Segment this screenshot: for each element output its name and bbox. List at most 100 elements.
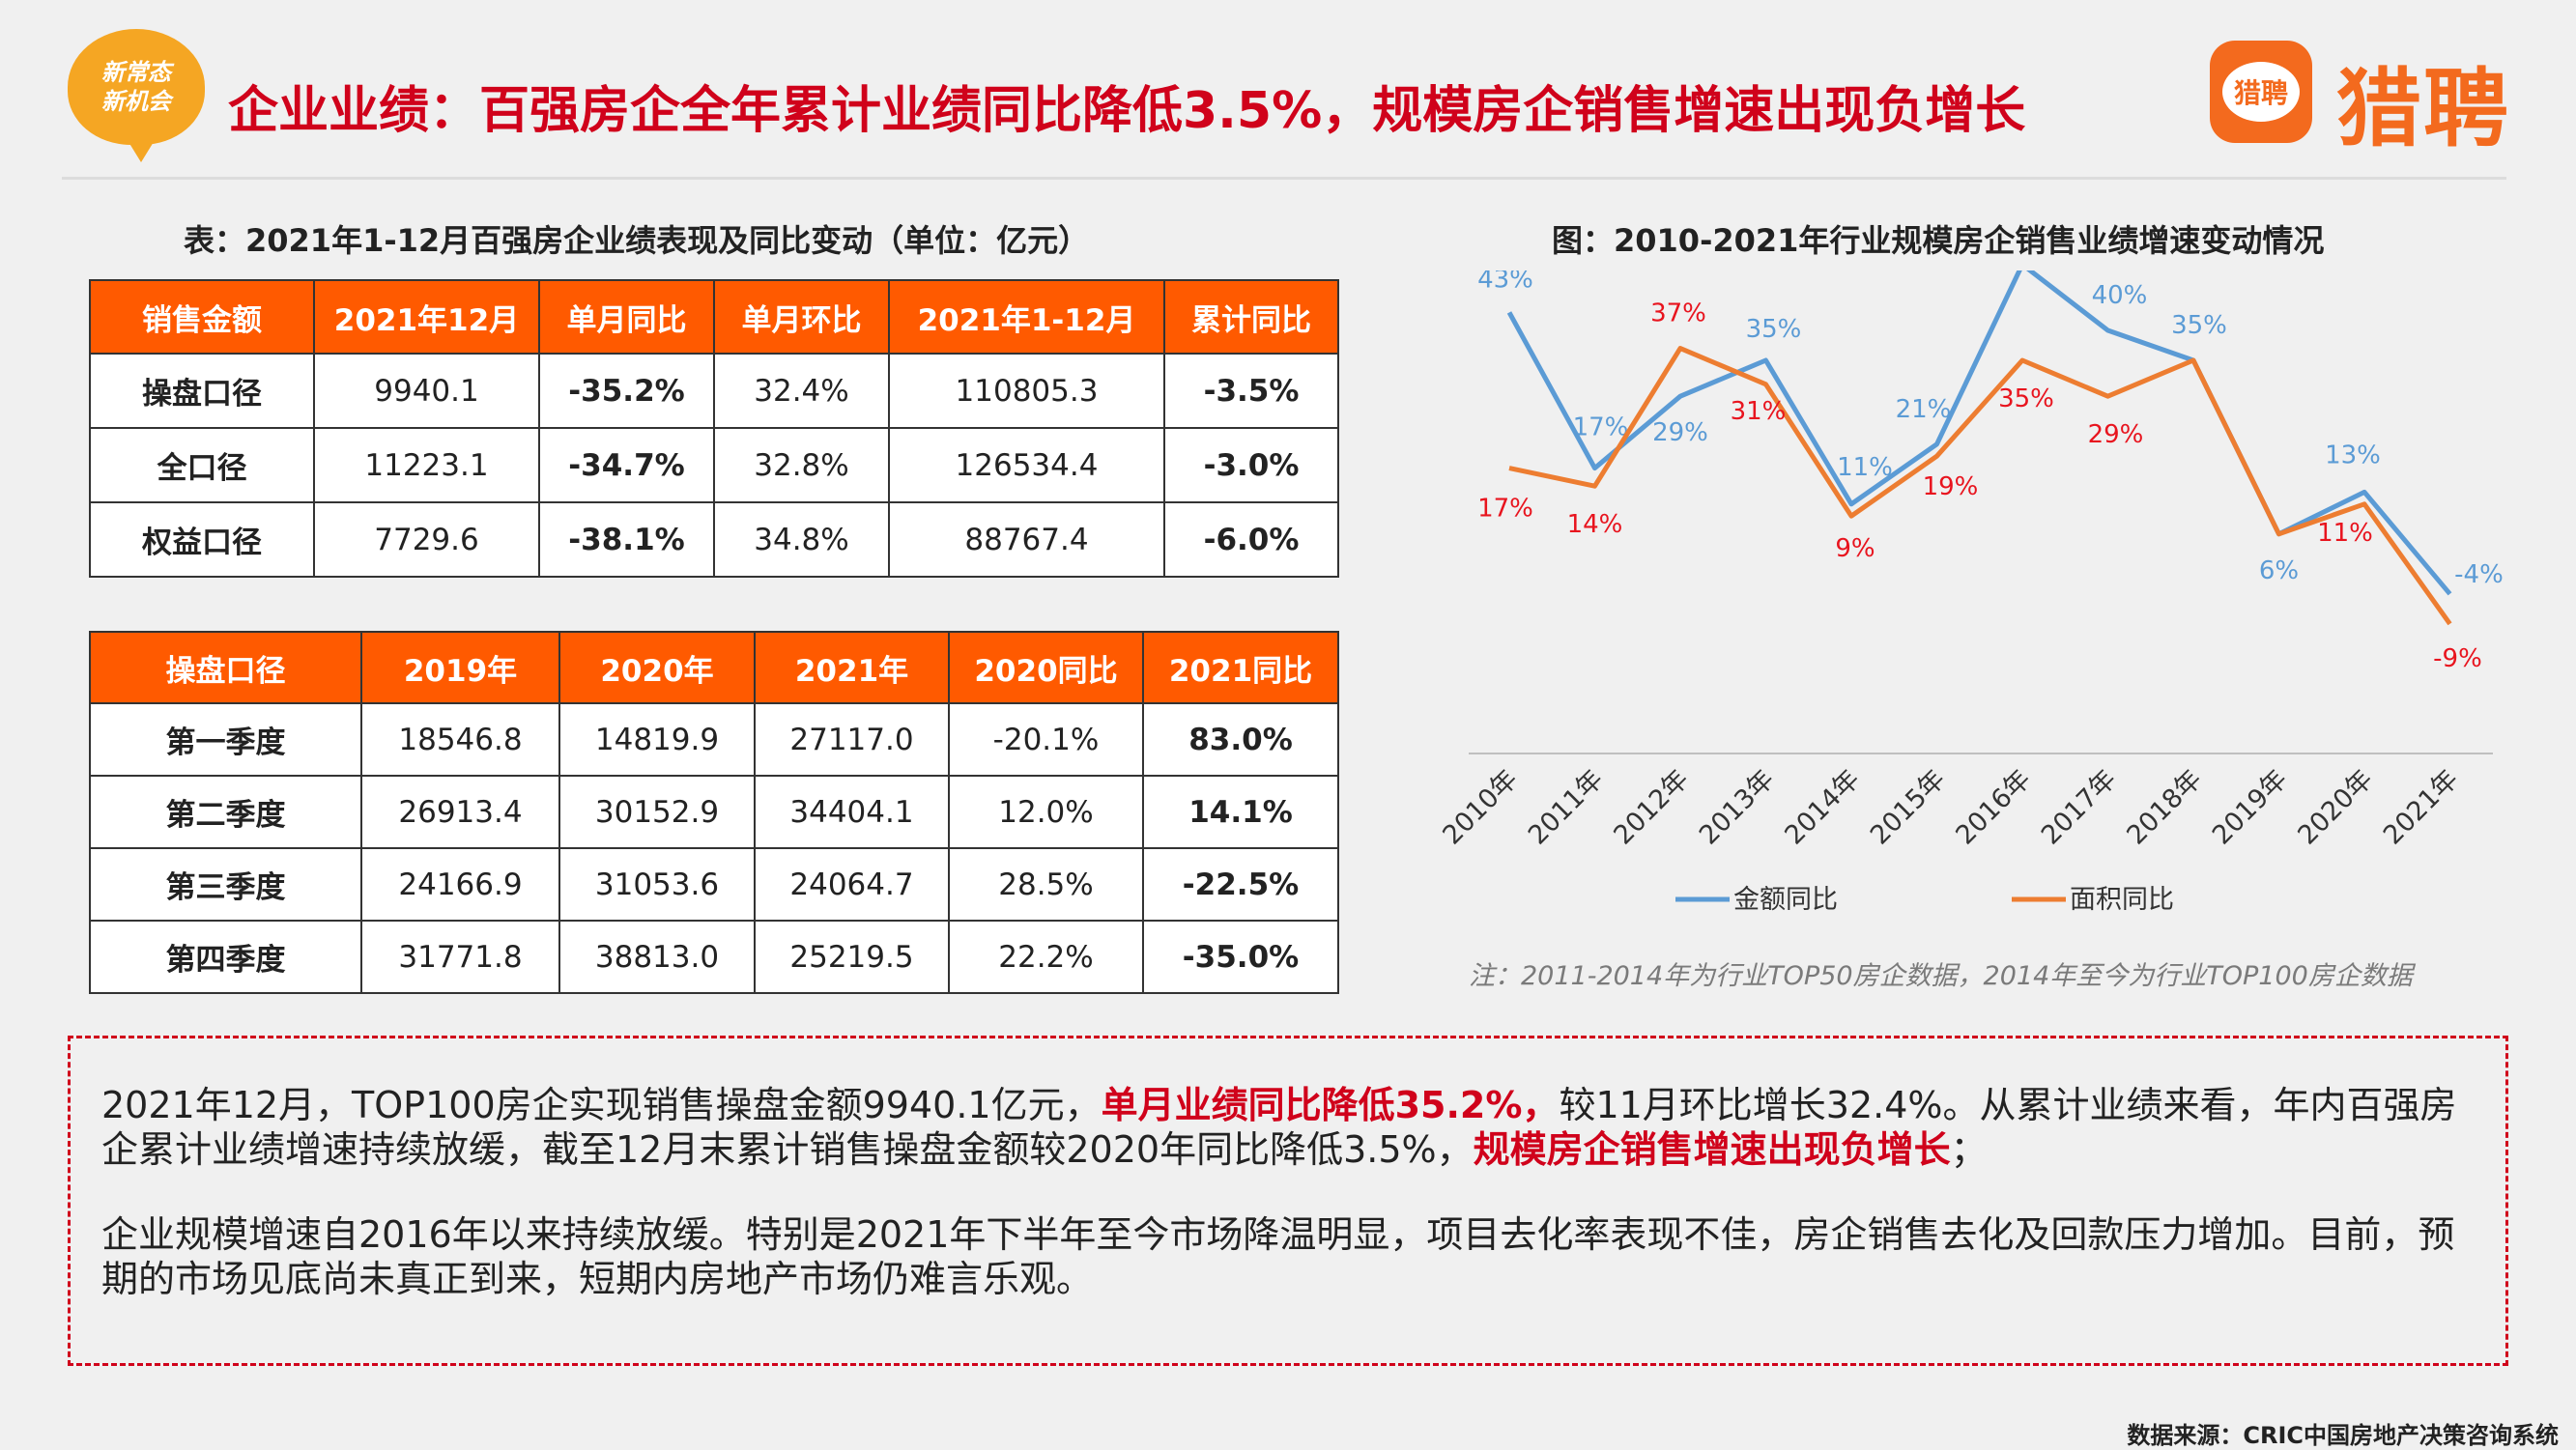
table-cell: 32.8% xyxy=(713,427,890,503)
data-label: 9% xyxy=(1835,534,1875,563)
badge-line1: 新常态 xyxy=(101,59,171,86)
table-row: 权益口径 7729.6 -38.1% 34.8% 88767.4 -6.0% xyxy=(89,501,1339,578)
x-tick-label: 2017年 xyxy=(2036,764,2123,851)
row-label: 第四季度 xyxy=(89,920,362,994)
data-label: 35% xyxy=(2171,311,2227,340)
data-label: 29% xyxy=(2088,420,2144,449)
summary-paragraph-2: 企业规模增速自2016年以来持续放缓。特别是2021年下半年至今市场降温明显，项… xyxy=(101,1213,2455,1300)
data-label: -4% xyxy=(2454,560,2504,589)
data-label: 43% xyxy=(1477,270,1533,294)
table1-header-cell: 2021年1-12月 xyxy=(888,279,1165,355)
x-tick-label: 2014年 xyxy=(1779,764,1866,851)
table-cell: 18546.8 xyxy=(360,702,560,777)
data-label: 37% xyxy=(1650,299,1706,328)
summary-paragraph-1: 2021年12月，TOP100房企实现销售操盘金额9940.1亿元，单月业绩同比… xyxy=(101,1083,2471,1172)
x-tick-label: 2020年 xyxy=(2292,764,2379,851)
header-divider xyxy=(62,177,2506,180)
legend-label: 金额同比 xyxy=(1733,885,1838,915)
table-cell: 30152.9 xyxy=(558,775,756,849)
x-tick-label: 2018年 xyxy=(2121,764,2208,851)
table-cell: 14819.9 xyxy=(558,702,756,777)
table-cell: 14.1% xyxy=(1142,775,1339,849)
table-cell: -3.5% xyxy=(1163,353,1339,429)
table-cell: -35.2% xyxy=(538,353,715,429)
data-label: 11% xyxy=(1837,453,1893,482)
row-label: 全口径 xyxy=(89,427,315,503)
summary-highlight: 单月业绩同比降低35.2%， xyxy=(1101,1084,1560,1126)
table2-header-row: 操盘口径 2019年 2020年 2021年 2020同比 2021同比 xyxy=(89,631,1339,704)
table-cell: 110805.3 xyxy=(888,353,1165,429)
summary-text: 2021年12月，TOP100房企实现销售操盘金额9940.1亿元， xyxy=(101,1084,1102,1126)
table-row: 第四季度 31771.8 38813.0 25219.5 22.2% -35.0% xyxy=(89,920,1339,994)
data-label: 6% xyxy=(2259,556,2299,585)
table-row: 第一季度 18546.8 14819.9 27117.0 -20.1% 83.0% xyxy=(89,702,1339,777)
data-label: 13% xyxy=(2325,441,2381,469)
data-source: 数据来源：CRIC中国房地产决策咨询系统 xyxy=(2127,1422,2559,1449)
x-tick-label: 2015年 xyxy=(1865,764,1952,851)
table2-header-cell: 2020年 xyxy=(558,631,756,704)
table-cell: 83.0% xyxy=(1142,702,1339,777)
data-label: 29% xyxy=(1652,418,1708,447)
table-cell: 9940.1 xyxy=(313,353,540,429)
liepin-logo-icon: 猎聘 xyxy=(2210,41,2312,143)
table-cell: -3.0% xyxy=(1163,427,1339,503)
table1-header-cell: 销售金额 xyxy=(89,279,315,355)
table-cell: -34.7% xyxy=(538,427,715,503)
table-cell: -6.0% xyxy=(1163,501,1339,578)
table-row: 全口径 11223.1 -34.7% 32.8% 126534.4 -3.0% xyxy=(89,427,1339,503)
sales-performance-table: 销售金额 2021年12月 单月同比 单月环比 2021年1-12月 累计同比 操盘口径 9… xyxy=(89,279,1339,578)
row-label: 第二季度 xyxy=(89,775,362,849)
table-cell: 34404.1 xyxy=(754,775,950,849)
x-tick-label: 2019年 xyxy=(2207,764,2294,851)
table1-header-cell: 单月同比 xyxy=(538,279,715,355)
row-label: 操盘口径 xyxy=(89,353,315,429)
table-cell: -22.5% xyxy=(1142,847,1339,922)
x-tick-label: 2016年 xyxy=(1950,764,2037,851)
x-tick-label: 2012年 xyxy=(1608,764,1695,851)
summary-text: 较11月环比增长32.4%。从累计业绩来看，年内百强房企累计业绩增速持续放缓，截… xyxy=(101,1084,2457,1171)
table-cell: 126534.4 xyxy=(888,427,1165,503)
data-label: 19% xyxy=(1923,472,1979,501)
summary-highlight: 规模房企销售增速出现负增长 xyxy=(1473,1128,1951,1171)
table-cell: 34.8% xyxy=(713,501,890,578)
table1-title: 表：2021年1-12月百强房企业绩表现及同比变动（单位：亿元） xyxy=(184,222,1090,259)
table-cell: 11223.1 xyxy=(313,427,540,503)
x-tick-label: 2010年 xyxy=(1437,764,1524,851)
table-cell: 22.2% xyxy=(948,920,1144,994)
table1-header-cell: 单月环比 xyxy=(713,279,890,355)
table1-header-cell: 2021年12月 xyxy=(313,279,540,355)
quarterly-sales-table: 操盘口径 2019年 2020年 2021年 2020同比 2021同比 第一季度 1854… xyxy=(89,631,1339,994)
table2-header-cell: 2020同比 xyxy=(948,631,1144,704)
table2-header-cell: 2019年 xyxy=(360,631,560,704)
data-label: 17% xyxy=(1573,413,1629,442)
table-cell: 38813.0 xyxy=(558,920,756,994)
logo-icon-text: 猎聘 xyxy=(2222,62,2300,122)
chart-title: 图：2010-2021年行业规模房企销售业绩增速变动情况 xyxy=(1552,222,2325,259)
table1-header-cell: 累计同比 xyxy=(1163,279,1339,355)
badge-line2: 新机会 xyxy=(101,88,171,115)
table-row: 第二季度 26913.4 30152.9 34404.1 12.0% 14.1% xyxy=(89,775,1339,849)
chart-note: 注：2011-2014年为行业TOP50房企数据，2014年至今为行业TOP10… xyxy=(1469,961,2413,991)
x-tick-label: 2013年 xyxy=(1694,764,1781,851)
table-cell: -38.1% xyxy=(538,501,715,578)
table2-header-cell: 操盘口径 xyxy=(89,631,362,704)
table-cell: -35.0% xyxy=(1142,920,1339,994)
row-label: 权益口径 xyxy=(89,501,315,578)
x-tick-label: 2011年 xyxy=(1523,764,1610,851)
table-cell: 31771.8 xyxy=(360,920,560,994)
table-cell: 32.4% xyxy=(713,353,890,429)
table-cell: -20.1% xyxy=(948,702,1144,777)
growth-line-chart: 2010年2011年2012年2013年2014年2015年2016年2017年… xyxy=(1437,270,2504,915)
table-cell: 7729.6 xyxy=(313,501,540,578)
table-cell: 24064.7 xyxy=(754,847,950,922)
data-label: 40% xyxy=(2092,281,2148,310)
row-label: 第三季度 xyxy=(89,847,362,922)
data-label: 35% xyxy=(1998,384,2054,413)
data-label: 35% xyxy=(1746,315,1802,344)
table-cell: 12.0% xyxy=(948,775,1144,849)
table-row: 操盘口径 9940.1 -35.2% 32.4% 110805.3 -3.5% xyxy=(89,353,1339,429)
row-label: 第一季度 xyxy=(89,702,362,777)
table-cell: 88767.4 xyxy=(888,501,1165,578)
data-label: 17% xyxy=(1477,495,1533,524)
legend-label: 面积同比 xyxy=(2070,885,2174,915)
